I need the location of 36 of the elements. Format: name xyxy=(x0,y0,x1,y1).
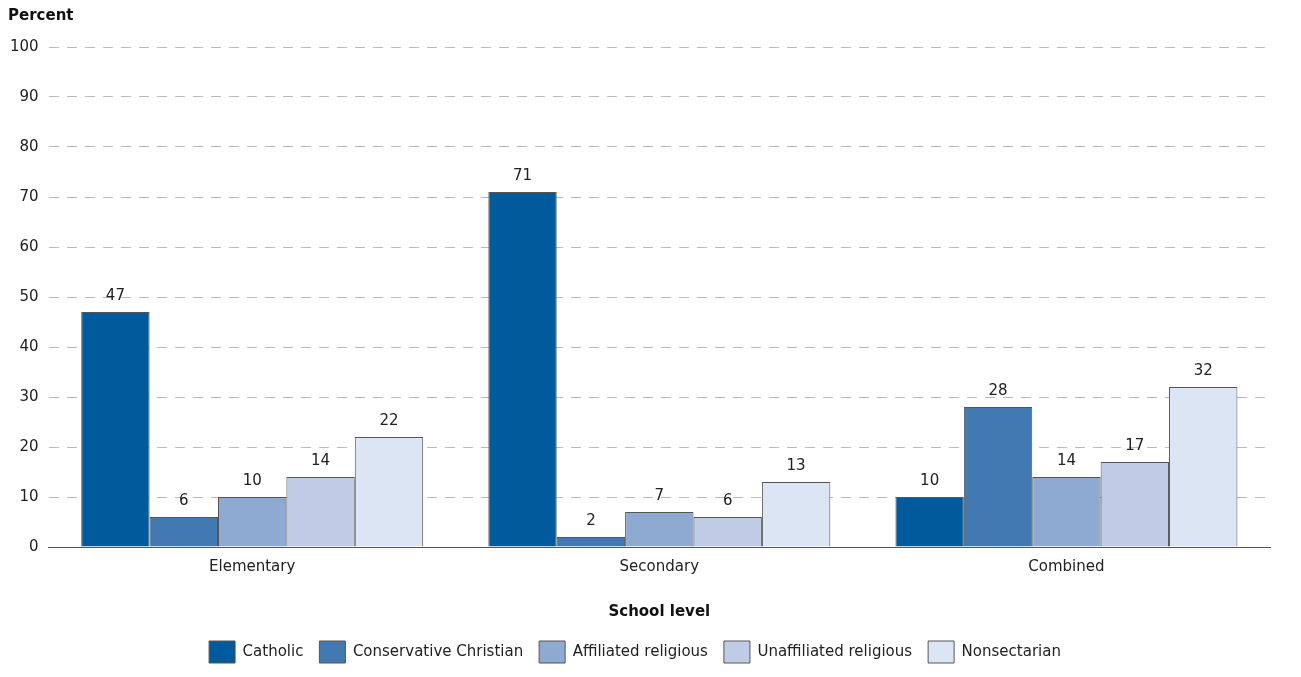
y-tick-label: 70 xyxy=(19,186,39,205)
y-tick-label: 50 xyxy=(19,286,39,305)
y-tick-label: 60 xyxy=(19,236,39,255)
y-tick-label: 10 xyxy=(19,486,39,505)
legend-label: Conservative Christian xyxy=(352,641,524,660)
y-tick-label: 0 xyxy=(29,536,39,555)
y-tick-label: 20 xyxy=(19,436,39,455)
data-label: 28 xyxy=(988,381,1008,400)
legend-label: Unaffiliated religious xyxy=(757,641,913,660)
legend-label: Catholic xyxy=(242,641,304,660)
data-label: 14 xyxy=(311,451,331,470)
data-label: 10 xyxy=(242,471,262,490)
y-tick-label: 30 xyxy=(19,386,39,405)
data-label: 13 xyxy=(786,456,806,475)
x-axis-title: School level xyxy=(608,601,711,620)
y-tick-label: 40 xyxy=(19,336,39,355)
data-label: 2 xyxy=(586,511,596,530)
x-tick-label: Secondary xyxy=(619,556,700,575)
data-label: 14 xyxy=(1056,451,1076,470)
y-tick-label: 90 xyxy=(19,86,39,105)
data-label: 6 xyxy=(722,491,733,510)
data-label: 32 xyxy=(1193,361,1213,380)
data-label: 71 xyxy=(512,166,533,185)
data-label: 22 xyxy=(379,411,399,430)
data-label: 10 xyxy=(920,471,940,490)
data-label: 7 xyxy=(654,486,665,505)
x-tick-label: Combined xyxy=(1028,556,1105,575)
y-tick-label: 100 xyxy=(9,36,39,55)
data-label: 17 xyxy=(1125,436,1145,455)
data-label: 6 xyxy=(179,491,189,510)
data-label: 47 xyxy=(105,286,125,305)
y-axis-title: Percent xyxy=(8,6,74,24)
x-tick-label: Elementary xyxy=(209,556,296,575)
y-tick-label: 80 xyxy=(19,136,39,155)
legend-label: Nonsectarian xyxy=(961,641,1061,660)
legend-label: Affiliated religious xyxy=(572,641,709,660)
